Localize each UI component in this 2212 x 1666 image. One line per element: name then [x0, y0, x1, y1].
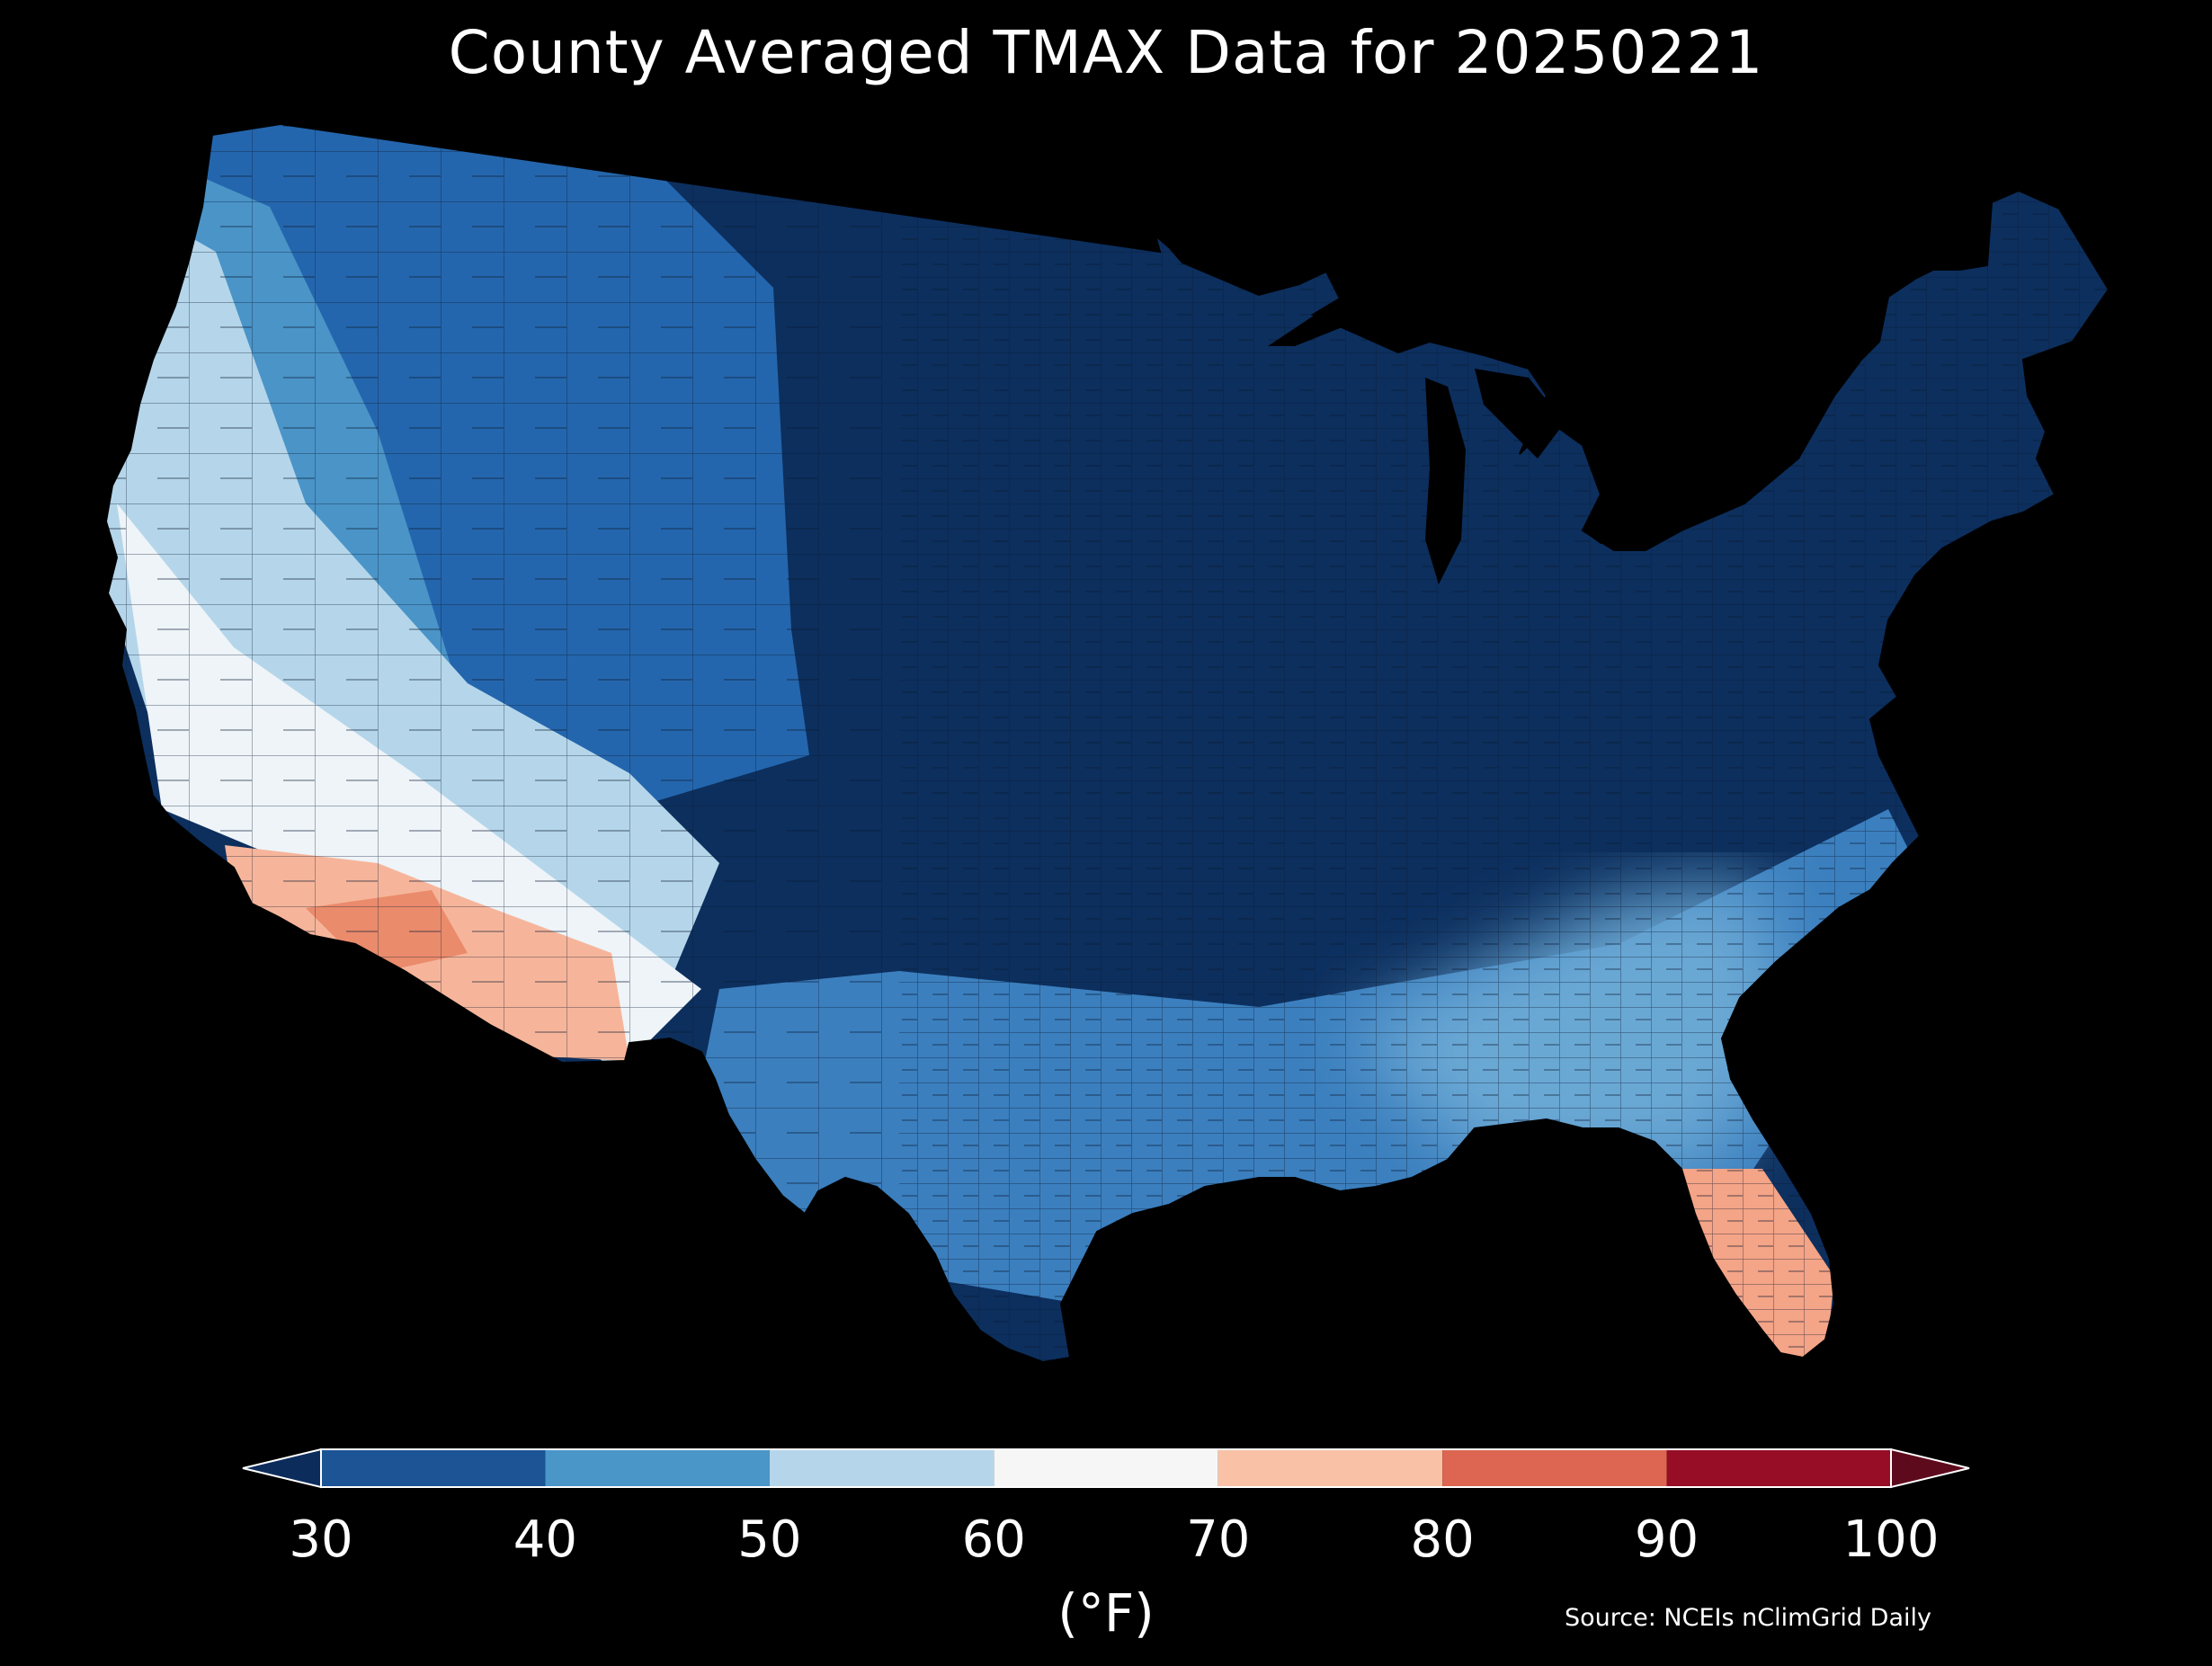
colorbar-tick-30: 30: [289, 1510, 353, 1569]
colorbar-over-arrow: [1890, 1448, 1970, 1489]
colorbar-bin-4: [1217, 1449, 1443, 1487]
colorbar-under-arrow: [242, 1448, 322, 1489]
colorbar-tick-60: 60: [961, 1510, 1026, 1569]
colorbar-tick-100: 100: [1842, 1510, 1940, 1569]
source-note: Source: NCEIs nClimGrid Daily: [1565, 1604, 1931, 1632]
colorbar-tick-50: 50: [737, 1510, 802, 1569]
colorbar-bin-6: [1666, 1449, 1891, 1487]
map-title: County Averaged TMAX Data for 20250221: [448, 18, 1764, 87]
colorbar-bin-5: [1442, 1449, 1667, 1487]
lake-michigan: [1425, 378, 1466, 584]
colorbar-bin-0: [321, 1449, 546, 1487]
colorbar-unit-label: (°F): [1057, 1582, 1155, 1644]
colorbar-tick-90: 90: [1634, 1510, 1699, 1569]
colorbar-bin-2: [769, 1449, 995, 1487]
colorbar-tick-40: 40: [513, 1510, 578, 1569]
colorbar-bin-1: [545, 1449, 770, 1487]
lake-huron: [1475, 369, 1565, 459]
lake-erie: [1583, 499, 1690, 544]
colorbar-tick-80: 80: [1410, 1510, 1475, 1569]
colorbar-tick-70: 70: [1186, 1510, 1251, 1569]
colorbar-bin-3: [994, 1449, 1218, 1487]
